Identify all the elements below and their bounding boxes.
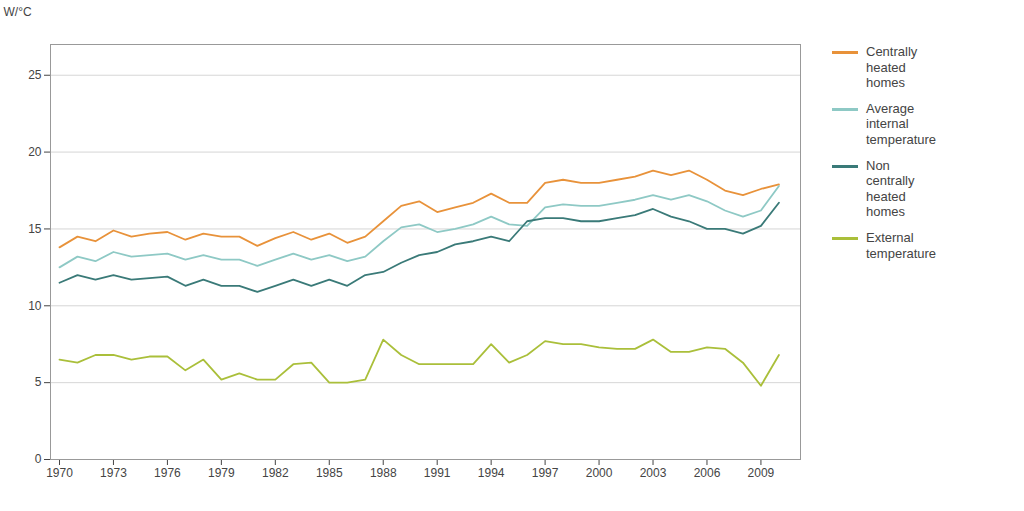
svg-text:2003: 2003 bbox=[640, 466, 667, 480]
svg-text:1976: 1976 bbox=[154, 466, 181, 480]
svg-text:10: 10 bbox=[28, 299, 42, 313]
svg-text:W/°C: W/°C bbox=[4, 5, 32, 19]
svg-text:1982: 1982 bbox=[262, 466, 289, 480]
svg-text:1970: 1970 bbox=[46, 466, 73, 480]
svg-text:2006: 2006 bbox=[694, 466, 721, 480]
svg-text:1997: 1997 bbox=[532, 466, 559, 480]
svg-text:1988: 1988 bbox=[370, 466, 397, 480]
html-text:Average internal temperature: Average internal temperature bbox=[866, 100, 937, 147]
svg-text:0: 0 bbox=[35, 452, 42, 466]
svg-text:25: 25 bbox=[28, 68, 42, 82]
svg-text:1985: 1985 bbox=[316, 466, 343, 480]
svg-text:1973: 1973 bbox=[100, 466, 127, 480]
svg-text:1994: 1994 bbox=[478, 466, 505, 480]
svg-text:2000: 2000 bbox=[586, 466, 613, 480]
html-text:External temperature: External temperature bbox=[866, 229, 937, 261]
svg-text:20: 20 bbox=[28, 145, 42, 159]
svg-text:5: 5 bbox=[35, 375, 42, 389]
svg-text:1979: 1979 bbox=[208, 466, 235, 480]
svg-text:1991: 1991 bbox=[424, 466, 451, 480]
html-text:Centrally heated homes: Centrally heated homes bbox=[866, 44, 918, 91]
svg-text:15: 15 bbox=[28, 222, 42, 236]
svg-text:2009: 2009 bbox=[748, 466, 775, 480]
html-text:Non centrally heated homes: Non centrally heated homes bbox=[866, 157, 915, 220]
